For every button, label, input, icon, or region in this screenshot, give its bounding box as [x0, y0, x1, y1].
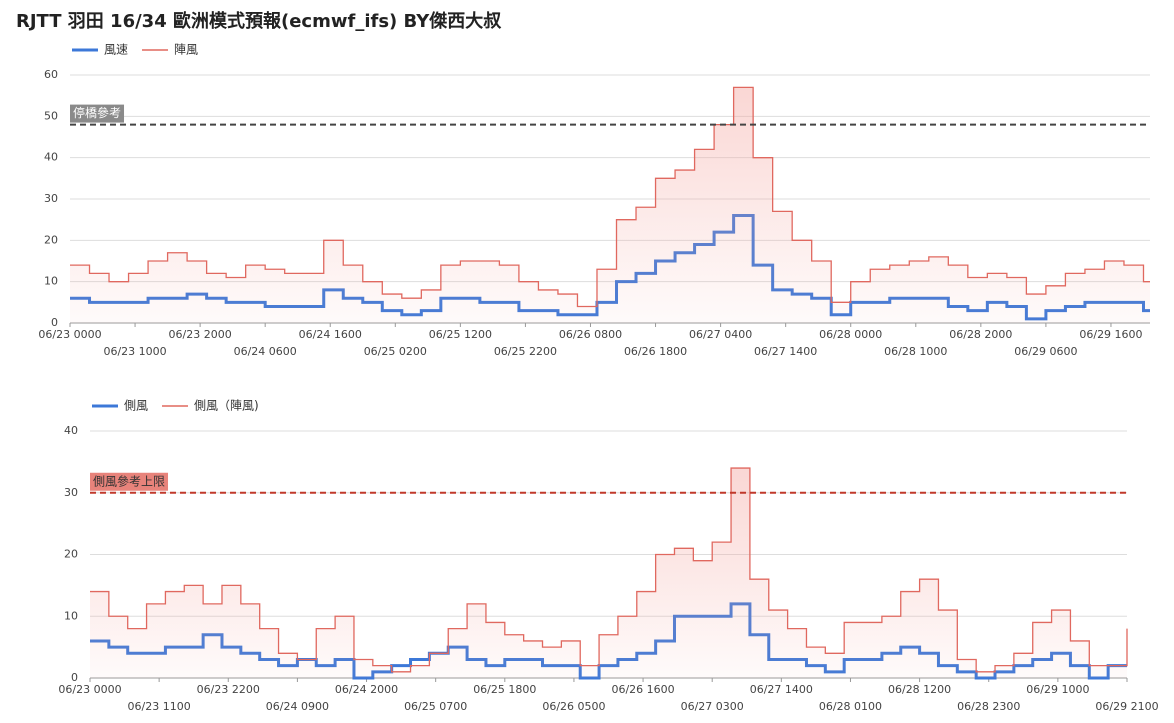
x-tick-label: 06/24 2000: [335, 683, 398, 696]
legend-label: 風速: [104, 43, 128, 57]
x-tick-label: 06/23 1000: [103, 345, 166, 358]
reference-label-bg: [90, 472, 169, 491]
legend-label: 陣風: [174, 43, 198, 57]
x-tick-label: 06/28 0100: [819, 700, 882, 713]
x-tick-label: 06/26 0800: [559, 328, 622, 341]
x-tick-label: 06/23 2000: [169, 328, 232, 341]
y-tick-label: 0: [51, 316, 58, 329]
reference-label: 停橋參考: [73, 105, 121, 120]
reference-label-bg: [70, 104, 125, 123]
x-tick-label: 06/23 0000: [38, 328, 101, 341]
x-tick-label: 06/23 0000: [58, 683, 121, 696]
x-tick-label: 06/28 2300: [957, 700, 1020, 713]
y-tick-label: 10: [64, 609, 78, 622]
x-tick-label: 06/24 0900: [266, 700, 329, 713]
gust-area: [90, 468, 1127, 678]
y-tick-label: 40: [44, 151, 58, 164]
y-tick-label: 20: [64, 548, 78, 561]
x-tick-label: 06/24 0600: [234, 345, 297, 358]
x-tick-label: 06/29 0600: [1014, 345, 1077, 358]
x-tick-label: 06/28 0000: [819, 328, 882, 341]
x-tick-label: 06/25 1800: [473, 683, 536, 696]
x-tick-label: 06/26 1800: [624, 345, 687, 358]
y-tick-label: 60: [44, 68, 58, 81]
y-tick-label: 40: [64, 424, 78, 437]
x-tick-label: 06/28 2000: [949, 328, 1012, 341]
y-tick-label: 50: [44, 109, 58, 122]
y-tick-label: 30: [64, 486, 78, 499]
x-tick-label: 06/27 1400: [750, 683, 813, 696]
x-tick-label: 06/23 1100: [128, 700, 191, 713]
x-tick-label: 06/28 1200: [888, 683, 951, 696]
x-tick-label: 06/27 0400: [689, 328, 752, 341]
x-tick-label: 06/25 2200: [494, 345, 557, 358]
x-tick-label: 06/25 0700: [404, 700, 467, 713]
x-tick-label: 06/25 0200: [364, 345, 427, 358]
x-tick-label: 06/26 0500: [542, 700, 605, 713]
x-tick-label: 06/27 1400: [754, 345, 817, 358]
x-tick-label: 06/24 1600: [299, 328, 362, 341]
reference-label: 側風參考上限: [93, 473, 165, 488]
series-line: [90, 467, 1128, 673]
x-tick-label: 06/23 2200: [197, 683, 260, 696]
x-tick-label: 06/26 1600: [611, 683, 674, 696]
x-tick-label: 06/25 1200: [429, 328, 492, 341]
chart-title: RJTT 羽田 16/34 歐洲模式預報(ecmwf_ifs) BY傑西大叔: [16, 10, 502, 32]
legend-label: 側風: [124, 399, 148, 413]
x-tick-label: 06/28 1000: [884, 345, 947, 358]
y-tick-label: 10: [44, 275, 58, 288]
y-tick-label: 20: [44, 233, 58, 246]
x-tick-label: 06/27 0300: [681, 700, 744, 713]
x-tick-label: 06/29 2100: [1095, 700, 1158, 713]
x-tick-label: 06/29 1600: [1079, 328, 1142, 341]
series-line: [70, 86, 1150, 308]
gust-area: [70, 87, 1150, 324]
y-tick-label: 30: [44, 192, 58, 205]
y-tick-label: 0: [71, 671, 78, 684]
x-tick-label: 06/29 1000: [1026, 683, 1089, 696]
legend-label: 側風（陣風): [194, 399, 259, 413]
